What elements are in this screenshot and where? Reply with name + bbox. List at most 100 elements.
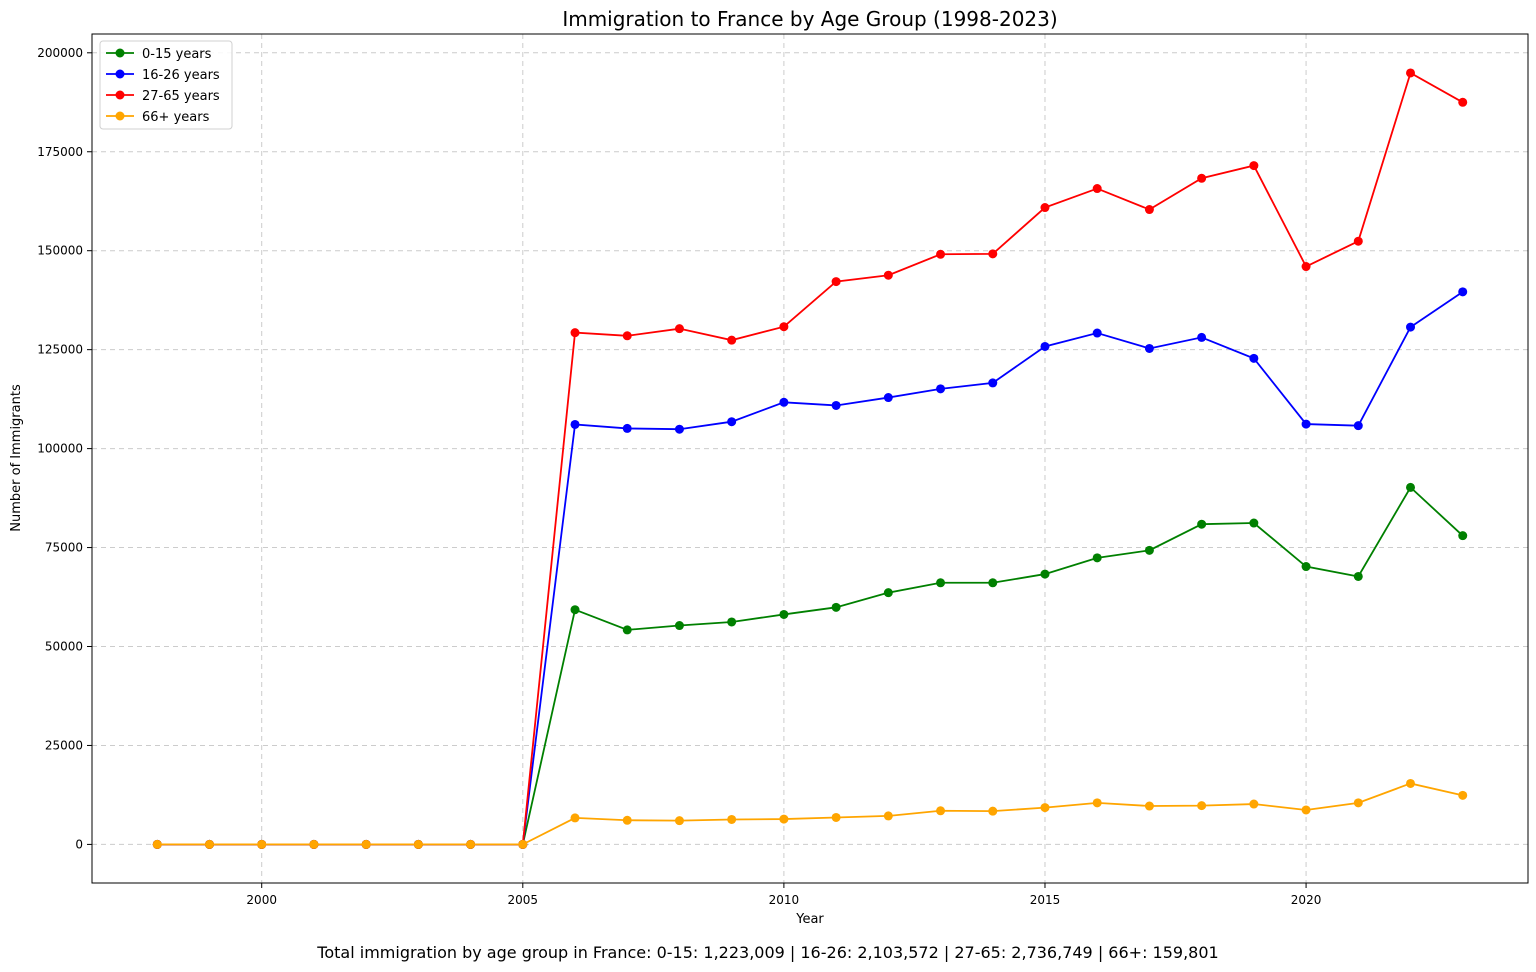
data-point [1197,519,1207,529]
data-point [1301,419,1311,429]
data-point [883,393,893,403]
data-point [779,397,789,407]
data-point [1144,205,1154,215]
data-point [622,423,632,433]
data-point [1458,97,1468,107]
x-tick-label: 2010 [769,893,800,907]
legend-entry-label: 66+ years [142,110,210,125]
data-point [1249,799,1259,809]
data-point [779,814,789,824]
legend-swatch-marker [115,69,125,79]
y-tick-label: 25000 [45,738,83,752]
data-point [1406,322,1416,332]
data-point [570,328,580,338]
y-axis-ticks: 0 25000 50000 75000 100000 125000 150000 175000… [37,46,92,851]
footer-summary: Total immigration by age group in France… [316,943,1218,962]
x-axis-ticks: 2000 2005 2010 2015 2020 [246,883,1321,907]
data-point [622,331,632,341]
y-tick-label: 150000 [37,244,83,258]
grid [92,34,1528,883]
data-point [1197,173,1207,183]
data-point [1458,790,1468,800]
data-point [1144,545,1154,555]
data-point [727,335,737,345]
legend-swatch-marker [115,48,125,58]
data-point [204,839,214,849]
data-point [831,400,841,410]
data-point [1406,778,1416,788]
data-point [1092,328,1102,338]
data-point [570,813,580,823]
data-point [622,625,632,635]
data-point [622,815,632,825]
data-point [1301,262,1311,272]
legend-entry-label: 0-15 years [142,47,212,62]
legend: 0-15 years 16-26 years 27-65 years 66+ year… [99,40,233,130]
data-point [1249,518,1259,528]
data-point [1249,161,1259,171]
data-point [936,249,946,259]
legend-swatch-marker [115,111,125,121]
data-point [1353,236,1363,246]
data-point [1040,569,1050,579]
data-point [988,578,998,588]
data-point [936,806,946,816]
x-tick-label: 2005 [508,893,539,907]
y-tick-label: 200000 [37,46,83,60]
data-point [883,588,893,598]
data-point [1458,531,1468,541]
data-point [936,384,946,394]
data-point [727,617,737,627]
data-point [988,249,998,259]
series-66-years [152,778,1468,849]
data-point [1092,184,1102,194]
y-tick-label: 175000 [37,145,83,159]
data-point [152,839,162,849]
data-point [1144,801,1154,811]
data-point [883,270,893,280]
data-point [779,322,789,332]
data-point [831,812,841,822]
legend-entry-label: 16-26 years [142,68,220,83]
data-point [1406,68,1416,78]
data-point [831,602,841,612]
y-tick-label: 0 [75,837,83,851]
x-axis-label: Year [795,912,824,927]
data-point [570,605,580,615]
data-point [779,609,789,619]
data-point [727,417,737,427]
y-axis-label: Number of Immigrants [9,384,24,532]
data-point [1092,798,1102,808]
data-point [831,277,841,287]
data-point [570,419,580,429]
data-point [1092,553,1102,563]
y-tick-label: 100000 [37,442,83,456]
data-point [309,839,319,849]
x-tick-label: 2015 [1030,893,1061,907]
data-point [1249,353,1259,363]
data-point [466,839,476,849]
data-point [883,811,893,821]
data-point [936,578,946,588]
legend-box [99,40,233,130]
data-point [1144,343,1154,353]
data-point [1353,421,1363,431]
data-point [518,839,528,849]
data-point [361,839,371,849]
data-point [1301,562,1311,572]
legend-swatch-marker [115,90,125,100]
data-point [1353,571,1363,581]
data-point [727,814,737,824]
data-point [1406,482,1416,492]
data-point [1040,341,1050,351]
data-point [988,378,998,388]
data-point [1458,287,1468,297]
data-point [674,816,684,826]
data-point [674,324,684,334]
series-lines [152,68,1468,849]
legend-entry-label: 27-65 years [142,89,220,104]
x-tick-label: 2020 [1291,893,1322,907]
data-point [1197,801,1207,811]
